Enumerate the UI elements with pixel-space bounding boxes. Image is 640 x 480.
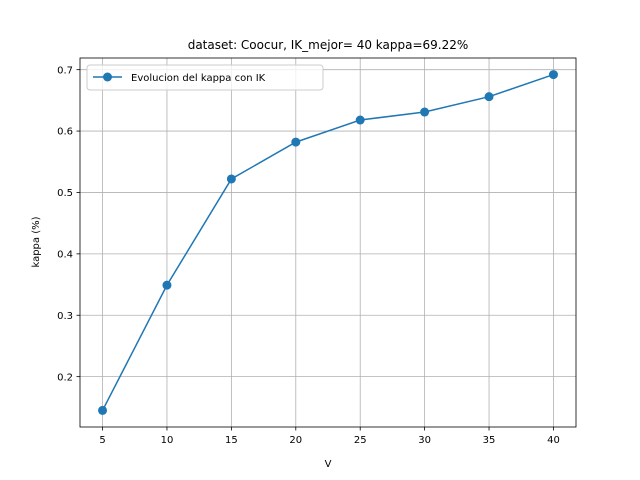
series-line <box>101 73 554 411</box>
legend-box <box>86 64 324 91</box>
x-tick-label: 25 <box>354 435 367 446</box>
grid <box>80 58 576 427</box>
y-axis-label: kappa (%) <box>31 216 42 267</box>
data-point <box>484 92 494 102</box>
legend: Evolucion del kappa con IK <box>86 64 324 91</box>
x-tick-label: 35 <box>483 435 496 446</box>
y-tick-label: 0.7 <box>57 65 73 76</box>
y-tick-label: 0.5 <box>57 188 73 199</box>
y-tick-label: 0.3 <box>57 311 73 322</box>
chart-title: dataset: Coocur, IK_mejor= 40 kappa=69.2… <box>188 38 469 52</box>
data-point <box>98 405 108 415</box>
x-tick-label: 5 <box>99 435 105 446</box>
x-axis-label: V <box>325 459 332 470</box>
legend-marker-sample <box>103 72 112 82</box>
data-point <box>226 174 236 184</box>
y-axis-ticks: 0.2 0.3 0.4 0.5 0.6 0.7 <box>57 65 80 383</box>
x-tick-label: 15 <box>225 435 238 446</box>
x-tick-label: 20 <box>289 435 302 446</box>
x-tick-label: 30 <box>418 435 431 446</box>
series-group <box>98 70 558 415</box>
axes-frame <box>79 57 577 428</box>
y-tick-label: 0.2 <box>57 372 73 383</box>
data-point <box>291 137 301 147</box>
axes-background <box>80 58 576 427</box>
x-axis-ticks: 5 10 15 20 25 30 35 40 <box>99 427 560 446</box>
y-tick-label: 0.4 <box>57 249 73 260</box>
data-point <box>420 107 430 117</box>
plot-area <box>79 57 577 428</box>
y-tick-label: 0.6 <box>57 127 73 138</box>
x-tick-label: 10 <box>161 435 174 446</box>
data-point <box>548 70 558 80</box>
x-tick-label: 40 <box>547 435 560 446</box>
data-point <box>355 115 365 125</box>
data-point <box>162 280 172 290</box>
legend-entry-label: Evolucion del kappa con IK <box>131 73 266 84</box>
